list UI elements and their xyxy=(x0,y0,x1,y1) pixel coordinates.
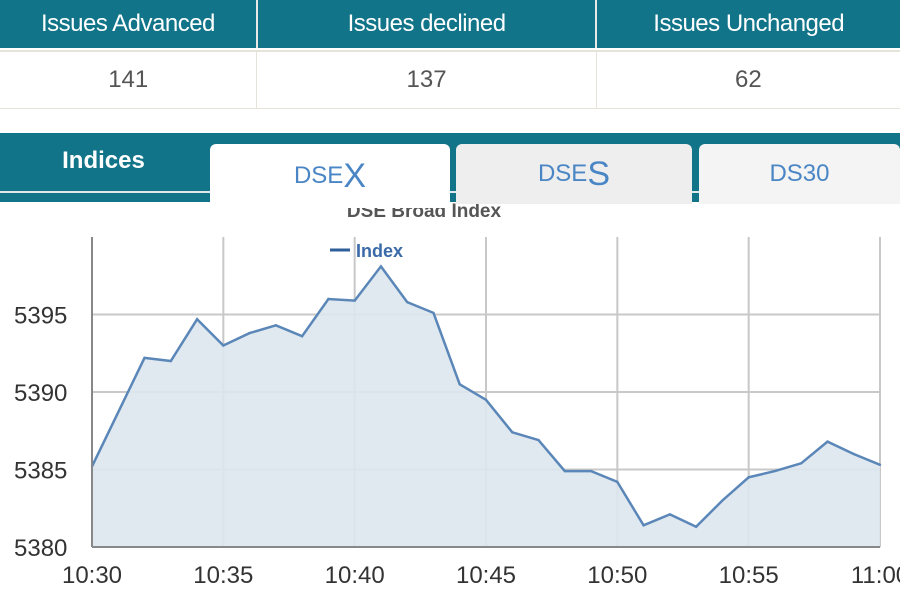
value-issues-declined: 137 xyxy=(257,52,597,108)
x-tick-label: 10:55 xyxy=(719,562,779,589)
data-point xyxy=(169,359,172,363)
summary-values-row: 141 137 62 xyxy=(0,50,900,109)
data-point xyxy=(432,311,435,315)
y-tick-label: 5380 xyxy=(14,535,67,562)
series-area xyxy=(92,266,880,547)
data-point xyxy=(616,480,619,484)
data-point xyxy=(852,452,855,456)
data-point xyxy=(458,383,461,386)
x-tick-label: 10:40 xyxy=(325,562,385,589)
data-point xyxy=(222,344,225,347)
x-tick-label: 10:30 xyxy=(62,562,122,589)
data-point xyxy=(353,299,356,302)
tab-dsex-suffix: X xyxy=(343,156,367,195)
data-point xyxy=(668,513,672,516)
data-point xyxy=(642,524,645,527)
x-tick-label: 11:00 xyxy=(851,562,900,589)
data-point xyxy=(878,463,882,467)
data-point xyxy=(143,356,146,360)
x-tick-label: 10:35 xyxy=(193,562,253,589)
value-issues-unchanged: 62 xyxy=(734,66,762,93)
header-issues-unchanged: Issues Unchanged xyxy=(653,10,845,37)
data-point xyxy=(406,300,409,304)
data-point xyxy=(274,324,278,327)
y-tick-label: 5395 xyxy=(14,303,67,330)
legend-entry-index: Index xyxy=(356,241,403,261)
tab-dses[interactable]: DSE S xyxy=(456,144,692,204)
data-point xyxy=(747,476,750,479)
data-point xyxy=(694,525,698,529)
data-point xyxy=(248,331,251,335)
tab-dsex[interactable]: DSE X xyxy=(210,144,450,208)
data-point xyxy=(327,297,330,301)
data-point xyxy=(484,398,488,401)
data-point xyxy=(800,462,803,465)
data-point xyxy=(826,440,829,443)
data-point xyxy=(563,469,566,473)
data-point xyxy=(537,438,540,442)
data-point xyxy=(379,265,383,268)
series-line xyxy=(90,264,881,529)
y-tick-label: 5385 xyxy=(14,458,67,485)
legend: Index xyxy=(330,241,403,261)
data-point xyxy=(721,499,724,502)
indices-label: Indices xyxy=(62,146,145,174)
value-issues-advanced: 141 xyxy=(0,52,258,108)
header-issues-declined: Issues declined xyxy=(258,0,598,48)
data-point xyxy=(300,335,304,338)
tab-ds30-label: DS30 xyxy=(769,160,830,187)
tab-ds30[interactable]: DS30 xyxy=(699,144,900,204)
data-point xyxy=(511,431,514,434)
x-tick-label: 10:50 xyxy=(587,562,647,589)
data-point xyxy=(589,469,593,473)
header-issues-advanced: Issues Advanced xyxy=(0,0,258,48)
data-point xyxy=(773,469,777,473)
summary-header-row: Issues Advanced Issues declined Issues U… xyxy=(0,0,900,48)
x-tick-label: 10:45 xyxy=(456,562,516,589)
tab-dses-suffix: S xyxy=(587,154,611,193)
tab-dsex-prefix: DSE xyxy=(293,162,344,189)
data-point xyxy=(195,317,199,321)
y-tick-label: 5390 xyxy=(14,380,67,407)
tab-dses-prefix: DSE xyxy=(537,160,588,187)
